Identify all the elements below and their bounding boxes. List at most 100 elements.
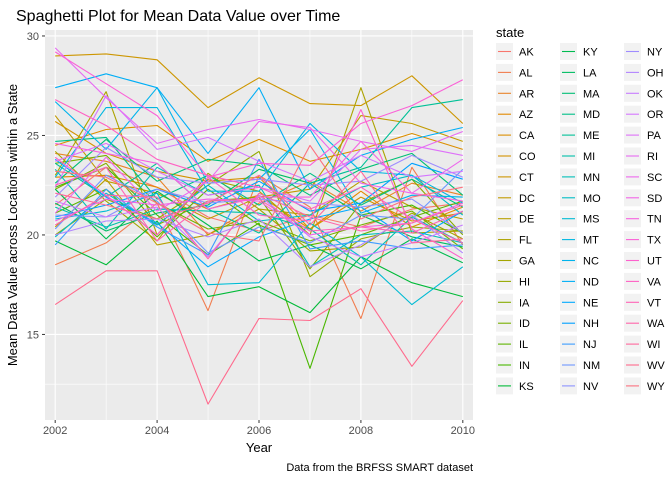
legend-label: KS [519, 381, 534, 393]
x-tick-label: 2004 [145, 425, 169, 437]
series-line-wi [55, 170, 463, 244]
y-tick-label: 15 [27, 329, 39, 341]
legend-entry-mt: MT [560, 231, 599, 249]
legend-label: NC [583, 256, 599, 268]
legend-entry-ut: UT [624, 252, 662, 269]
legend-entry-vt: VT [624, 293, 661, 311]
legend-entry-or: OR [624, 105, 664, 123]
legend-entry-mi: MI [560, 147, 595, 165]
legend-label: MN [583, 172, 600, 184]
series-line-ny [54, 146, 464, 198]
legend-label: SD [647, 193, 662, 205]
legend-entry-nc: NC [560, 252, 599, 269]
series-line-ut [54, 109, 464, 260]
series-line-ky [54, 188, 464, 270]
legend-label: MT [583, 235, 599, 247]
series-line-wa [54, 192, 463, 260]
legend-label: IN [519, 360, 530, 372]
y-tick-label: 20 [27, 230, 39, 242]
legend-entry-wi: WI [624, 335, 660, 353]
legend-label: MS [583, 214, 600, 226]
legend-entry-wa: WA [624, 314, 665, 332]
series-line-nd [55, 73, 463, 190]
series-line-mo [54, 174, 464, 238]
legend-label: LA [583, 67, 597, 79]
legend-entry-ar: AR [496, 84, 534, 102]
legend-label: AK [519, 47, 534, 59]
legend-label: OH [647, 67, 664, 79]
legend-label: VA [647, 276, 662, 288]
y-axis-label: Mean Data Value across Locations within … [5, 84, 20, 366]
legend-entry-ks: KS [496, 377, 534, 395]
series-line-ri [54, 47, 464, 152]
series-line-wy [55, 144, 463, 242]
legend-label: HI [519, 276, 530, 288]
series-line-ar [55, 152, 463, 236]
series-line-nm [54, 168, 464, 254]
legend-label: OR [647, 109, 664, 121]
legend-label: NJ [583, 339, 596, 351]
legend-entry-nv: NV [560, 377, 599, 395]
legend-label: KY [583, 47, 598, 59]
legend-entry-ms: MS [560, 210, 600, 228]
legend-entry-sc: SC [624, 168, 662, 186]
series-line-sd [54, 198, 464, 236]
chart-title: Spaghetti Plot for Mean Data Value over … [16, 8, 340, 25]
series-line-nj [54, 158, 463, 256]
series-line-ok [55, 194, 463, 258]
legend-label: IA [519, 297, 530, 309]
x-tick-label: 2002 [43, 425, 67, 437]
legend-entry-de: DE [496, 210, 534, 228]
x-tick-label: 2010 [451, 425, 475, 437]
legend-label: WY [647, 381, 665, 393]
legend-label: TN [647, 214, 662, 226]
legend-entry-ia: IA [496, 293, 530, 311]
legend-entry-ok: OK [624, 84, 664, 102]
legend-entry-hi: HI [496, 272, 530, 290]
series-line-vt [55, 166, 464, 242]
legend-entry-tx: TX [624, 231, 662, 249]
legend: AK AL AR AZ CA CO CT DC DE FL GA HI IA ID IL IN KS KY LA MA… [496, 43, 665, 395]
series-lines [54, 47, 464, 405]
series-line-wv [54, 270, 464, 405]
x-tick-label: 2008 [349, 425, 373, 437]
legend-entry-wv: WV [624, 356, 665, 374]
axes: 2002 2004 2006 2008 2010 15 20 25 30 [27, 31, 475, 437]
legend-label: WA [647, 318, 665, 330]
legend-entry-oh: OH [624, 63, 664, 81]
series-line-tx [54, 51, 464, 178]
series-line-ct [55, 53, 464, 124]
legend-label: CA [519, 130, 535, 142]
series-line-ma [54, 138, 464, 196]
legend-label: MI [583, 151, 595, 163]
series-line-oh [55, 214, 464, 268]
legend-entry-id: ID [496, 314, 530, 332]
legend-label: GA [519, 256, 536, 268]
legend-entry-ca: CA [496, 126, 535, 144]
legend-entry-pa: PA [624, 126, 662, 144]
legend-label: NE [583, 297, 598, 309]
legend-entry-wy: WY [624, 377, 665, 395]
legend-entry-mo: MO [560, 189, 601, 207]
series-line-co [54, 121, 463, 230]
legend-label: MD [583, 109, 600, 121]
legend-entry-me: ME [560, 126, 600, 144]
legend-entry-nd: ND [560, 272, 599, 290]
legend-entry-la: LA [560, 63, 597, 81]
legend-label: WV [647, 360, 665, 372]
legend-entry-ct: CT [496, 168, 534, 186]
legend-entry-il: IL [496, 335, 528, 353]
y-tick-label: 25 [27, 130, 39, 142]
legend-label: NM [583, 360, 600, 372]
legend-label: AR [519, 88, 534, 100]
legend-label: PA [647, 130, 662, 142]
legend-entry-co: CO [496, 147, 536, 165]
legend-label: RI [647, 151, 658, 163]
legend-label: ID [519, 318, 530, 330]
x-tick-label: 2006 [247, 425, 271, 437]
legend-entry-sd: SD [624, 189, 662, 207]
legend-label: ND [583, 276, 599, 288]
legend-label: NY [647, 47, 663, 59]
